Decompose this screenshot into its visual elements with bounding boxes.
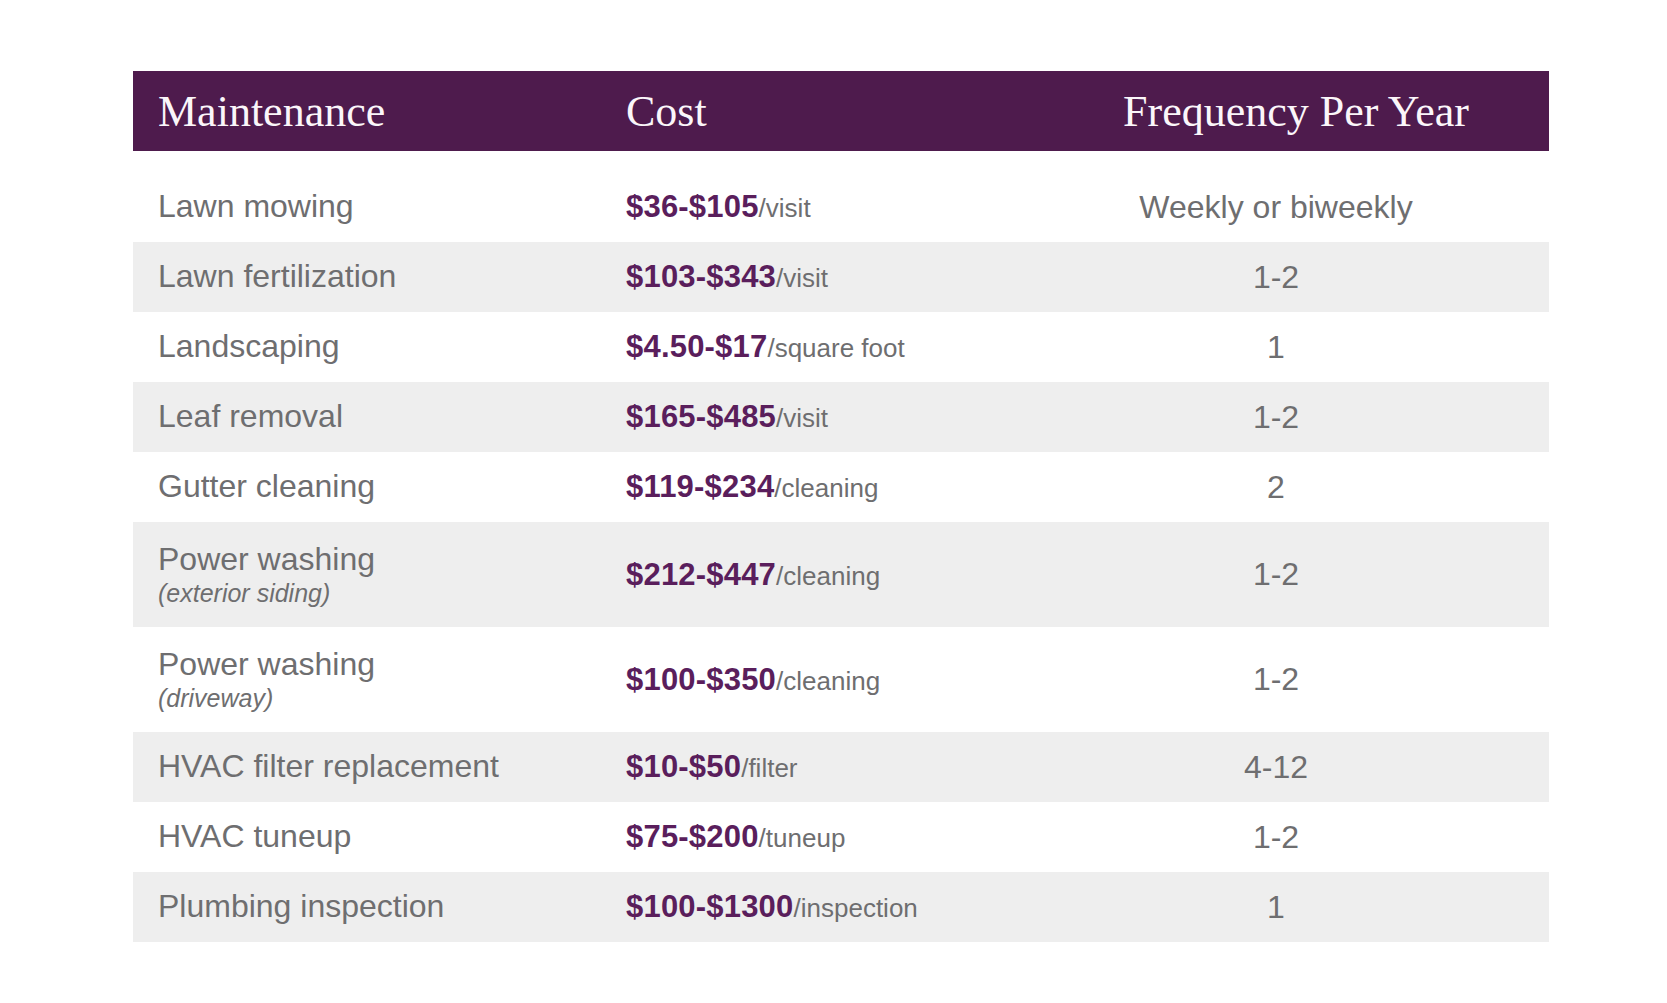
- cost-unit: /visit: [759, 193, 811, 223]
- cost-cell: $10-$50/filter: [623, 749, 1043, 785]
- table-row: Power washing (exterior siding) $212-$44…: [133, 522, 1549, 627]
- maintenance-cell: Landscaping: [133, 329, 623, 364]
- column-header-frequency: Frequency Per Year: [1043, 86, 1549, 137]
- frequency-value: 1-2: [1043, 661, 1549, 698]
- cost-unit: /square foot: [767, 333, 904, 363]
- cost-range: $165-$485: [626, 399, 776, 434]
- maintenance-cell: Gutter cleaning: [133, 469, 623, 504]
- frequency-value: 4-12: [1043, 749, 1549, 786]
- table-header-row: Maintenance Cost Frequency Per Year: [133, 71, 1549, 151]
- cost-range: $75-$200: [626, 819, 759, 854]
- frequency-value: 1: [1043, 329, 1549, 366]
- table-row: Leaf removal $165-$485/visit 1-2: [133, 382, 1549, 452]
- table-row: Gutter cleaning $119-$234/cleaning 2: [133, 452, 1549, 522]
- maintenance-cell: Power washing (exterior siding): [133, 542, 623, 608]
- cost-cell: $165-$485/visit: [623, 399, 1043, 435]
- frequency-value: 1-2: [1043, 556, 1549, 593]
- table-row: HVAC filter replacement $10-$50/filter 4…: [133, 732, 1549, 802]
- table-row: Plumbing inspection $100-$1300/inspectio…: [133, 872, 1549, 942]
- maintenance-label: Plumbing inspection: [158, 888, 444, 924]
- maintenance-label: Lawn fertilization: [158, 258, 396, 294]
- cost-cell: $4.50-$17/square foot: [623, 329, 1043, 365]
- cost-range: $10-$50: [626, 749, 741, 784]
- cost-unit: /filter: [741, 753, 797, 783]
- cost-unit: /inspection: [794, 893, 918, 923]
- maintenance-label: Gutter cleaning: [158, 468, 375, 504]
- table-row: Power washing (driveway) $100-$350/clean…: [133, 627, 1549, 732]
- frequency-value: 2: [1043, 469, 1549, 506]
- table-row: Lawn fertilization $103-$343/visit 1-2: [133, 242, 1549, 312]
- cost-range: $4.50-$17: [626, 329, 767, 364]
- cost-range: $103-$343: [626, 259, 776, 294]
- cost-cell: $100-$1300/inspection: [623, 889, 1043, 925]
- maintenance-cell: Lawn mowing: [133, 189, 623, 224]
- cost-cell: $100-$350/cleaning: [623, 662, 1043, 698]
- table-row: Lawn mowing $36-$105/visit Weekly or biw…: [133, 172, 1549, 242]
- cost-unit: /visit: [776, 263, 828, 293]
- maintenance-cell: Lawn fertilization: [133, 259, 623, 294]
- cost-range: $212-$447: [626, 557, 776, 592]
- maintenance-label: HVAC filter replacement: [158, 748, 499, 784]
- cost-cell: $103-$343/visit: [623, 259, 1043, 295]
- cost-unit: /tuneup: [759, 823, 846, 853]
- cost-cell: $212-$447/cleaning: [623, 557, 1043, 593]
- maintenance-sublabel: (exterior siding): [158, 580, 623, 608]
- frequency-value: 1-2: [1043, 259, 1549, 296]
- maintenance-cell: Power washing (driveway): [133, 647, 623, 713]
- page: Maintenance Cost Frequency Per Year Lawn…: [0, 0, 1667, 1003]
- table-row: HVAC tuneup $75-$200/tuneup 1-2: [133, 802, 1549, 872]
- maintenance-cell: HVAC tuneup: [133, 819, 623, 854]
- frequency-value: 1: [1043, 889, 1549, 926]
- maintenance-label: Lawn mowing: [158, 188, 354, 224]
- frequency-value: 1-2: [1043, 399, 1549, 436]
- column-header-maintenance: Maintenance: [133, 86, 623, 137]
- cost-unit: /cleaning: [776, 561, 880, 591]
- column-header-cost: Cost: [623, 86, 1043, 137]
- cost-cell: $75-$200/tuneup: [623, 819, 1043, 855]
- maintenance-cell: Leaf removal: [133, 399, 623, 434]
- frequency-value: 1-2: [1043, 819, 1549, 856]
- maintenance-label: Landscaping: [158, 328, 339, 364]
- maintenance-label: Leaf removal: [158, 398, 343, 434]
- cost-range: $36-$105: [626, 189, 759, 224]
- cost-unit: /visit: [776, 403, 828, 433]
- maintenance-cell: HVAC filter replacement: [133, 749, 623, 784]
- cost-unit: /cleaning: [776, 666, 880, 696]
- cost-range: $100-$1300: [626, 889, 794, 924]
- cost-range: $100-$350: [626, 662, 776, 697]
- frequency-value: Weekly or biweekly: [1043, 189, 1549, 226]
- cost-cell: $119-$234/cleaning: [623, 469, 1043, 505]
- table-body: Lawn mowing $36-$105/visit Weekly or biw…: [133, 151, 1549, 942]
- maintenance-label: Power washing: [158, 541, 375, 577]
- maintenance-label: Power washing: [158, 646, 375, 682]
- maintenance-cost-table: Maintenance Cost Frequency Per Year Lawn…: [133, 71, 1549, 942]
- cost-unit: /cleaning: [774, 473, 878, 503]
- cost-cell: $36-$105/visit: [623, 189, 1043, 225]
- maintenance-sublabel: (driveway): [158, 685, 623, 713]
- table-row: Landscaping $4.50-$17/square foot 1: [133, 312, 1549, 382]
- cost-range: $119-$234: [626, 469, 774, 504]
- maintenance-label: HVAC tuneup: [158, 818, 351, 854]
- maintenance-cell: Plumbing inspection: [133, 889, 623, 924]
